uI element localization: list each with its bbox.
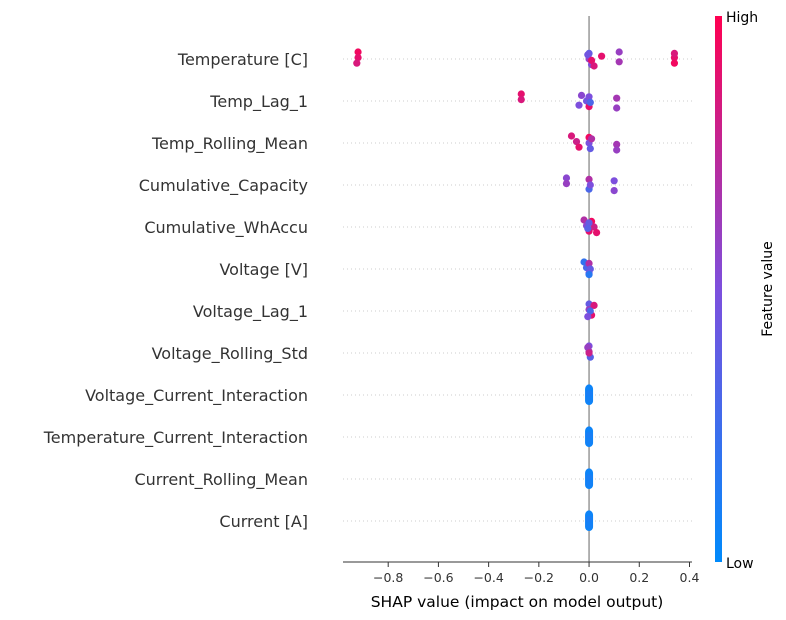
- x-tick-label: 0.4: [680, 570, 700, 585]
- shap-point: [587, 56, 596, 64]
- feature-label: Cumulative_Capacity: [139, 176, 308, 196]
- shap-point: [590, 301, 598, 309]
- x-tick-label: 0.2: [629, 570, 649, 585]
- shap-point: [592, 229, 601, 237]
- shap-point: [613, 146, 621, 154]
- shap-point: [353, 59, 361, 67]
- shap-point: [584, 51, 592, 59]
- colorbar-low-label: Low: [726, 556, 754, 572]
- shap-point: [585, 516, 593, 524]
- row-gridlines: [343, 58, 692, 522]
- x-axis-title: SHAP value (impact on model output): [371, 593, 664, 611]
- shap-point: [585, 432, 593, 440]
- colorbar-high-label: High: [726, 10, 758, 26]
- shap-point: [585, 175, 593, 183]
- shap-point: [575, 143, 583, 151]
- shap-point: [585, 437, 593, 445]
- shap-point: [517, 90, 525, 98]
- shap-point: [562, 180, 571, 188]
- shap-point: [586, 265, 594, 273]
- shap-point: [585, 426, 593, 434]
- shap-point: [354, 48, 362, 56]
- feature-label: Temp_Lag_1: [209, 92, 308, 112]
- shap-point: [584, 224, 592, 232]
- feature-label: Temp_Rolling_Mean: [151, 134, 308, 154]
- feature-label: Cumulative_WhAccu: [144, 218, 308, 238]
- shap-point: [585, 468, 593, 476]
- shap-point: [590, 223, 598, 231]
- shap-point: [585, 259, 593, 267]
- shap-point: [354, 54, 362, 62]
- colorbar: [715, 16, 722, 562]
- shap-point: [586, 145, 594, 153]
- shap-point: [585, 349, 593, 357]
- feature-label: Voltage_Current_Interaction: [85, 386, 308, 406]
- x-tick-label: −0.6: [423, 570, 453, 585]
- shap-point: [585, 474, 593, 482]
- feature-label: Current_Rolling_Mean: [134, 470, 308, 490]
- shap-point: [517, 96, 525, 104]
- shap-point: [598, 52, 606, 60]
- shap-point: [615, 58, 623, 66]
- shap-point: [585, 510, 593, 518]
- shap-point: [577, 91, 586, 99]
- shap-point: [670, 59, 679, 67]
- colorbar-title: Feature value: [760, 241, 776, 337]
- shap-point: [613, 140, 621, 148]
- shap-point: [610, 177, 618, 185]
- x-tick-label: −0.8: [373, 570, 403, 585]
- shap-point: [585, 395, 593, 403]
- feature-labels: Temperature [C] Temp_Lag_1 Temp_Rolling_Me…: [43, 50, 308, 531]
- shap-point: [670, 49, 679, 58]
- shap-point: [575, 101, 583, 109]
- feature-label: Temperature_Current_Interaction: [43, 428, 308, 448]
- shap-point: [585, 390, 593, 398]
- shap-point: [585, 384, 593, 392]
- shap-point: [585, 93, 593, 101]
- shap-point: [586, 98, 594, 106]
- shap-point: [585, 479, 593, 487]
- shap-point: [584, 343, 592, 351]
- shap-point: [585, 219, 593, 227]
- feature-label: Voltage_Lag_1: [193, 302, 308, 322]
- shap-point: [585, 271, 593, 279]
- shap-point: [567, 132, 576, 140]
- x-tick-label: −0.4: [473, 570, 503, 585]
- shap-point: [613, 94, 621, 102]
- feature-label: Voltage [V]: [219, 260, 308, 279]
- shap-point: [610, 187, 618, 195]
- shap-point: [613, 104, 621, 112]
- feature-label: Temperature [C]: [177, 50, 308, 69]
- x-tick-label: 0.0: [579, 570, 599, 585]
- x-ticks: −0.8 −0.6 −0.4 −0.2 0.0 0.2 0.4: [373, 562, 699, 585]
- shap-point: [572, 138, 581, 146]
- shap-points: [353, 48, 679, 531]
- shap-point: [584, 313, 592, 321]
- x-tick-label: −0.2: [524, 570, 554, 585]
- shap-point: [586, 181, 594, 189]
- shap-point: [586, 307, 594, 315]
- shap-point: [587, 135, 596, 143]
- feature-label: Current [A]: [219, 512, 308, 531]
- shap-point: [590, 62, 598, 70]
- shap-point: [585, 521, 593, 529]
- shap-point: [615, 48, 623, 56]
- shap-point: [562, 174, 571, 182]
- feature-label: Voltage_Rolling_Std: [152, 344, 308, 364]
